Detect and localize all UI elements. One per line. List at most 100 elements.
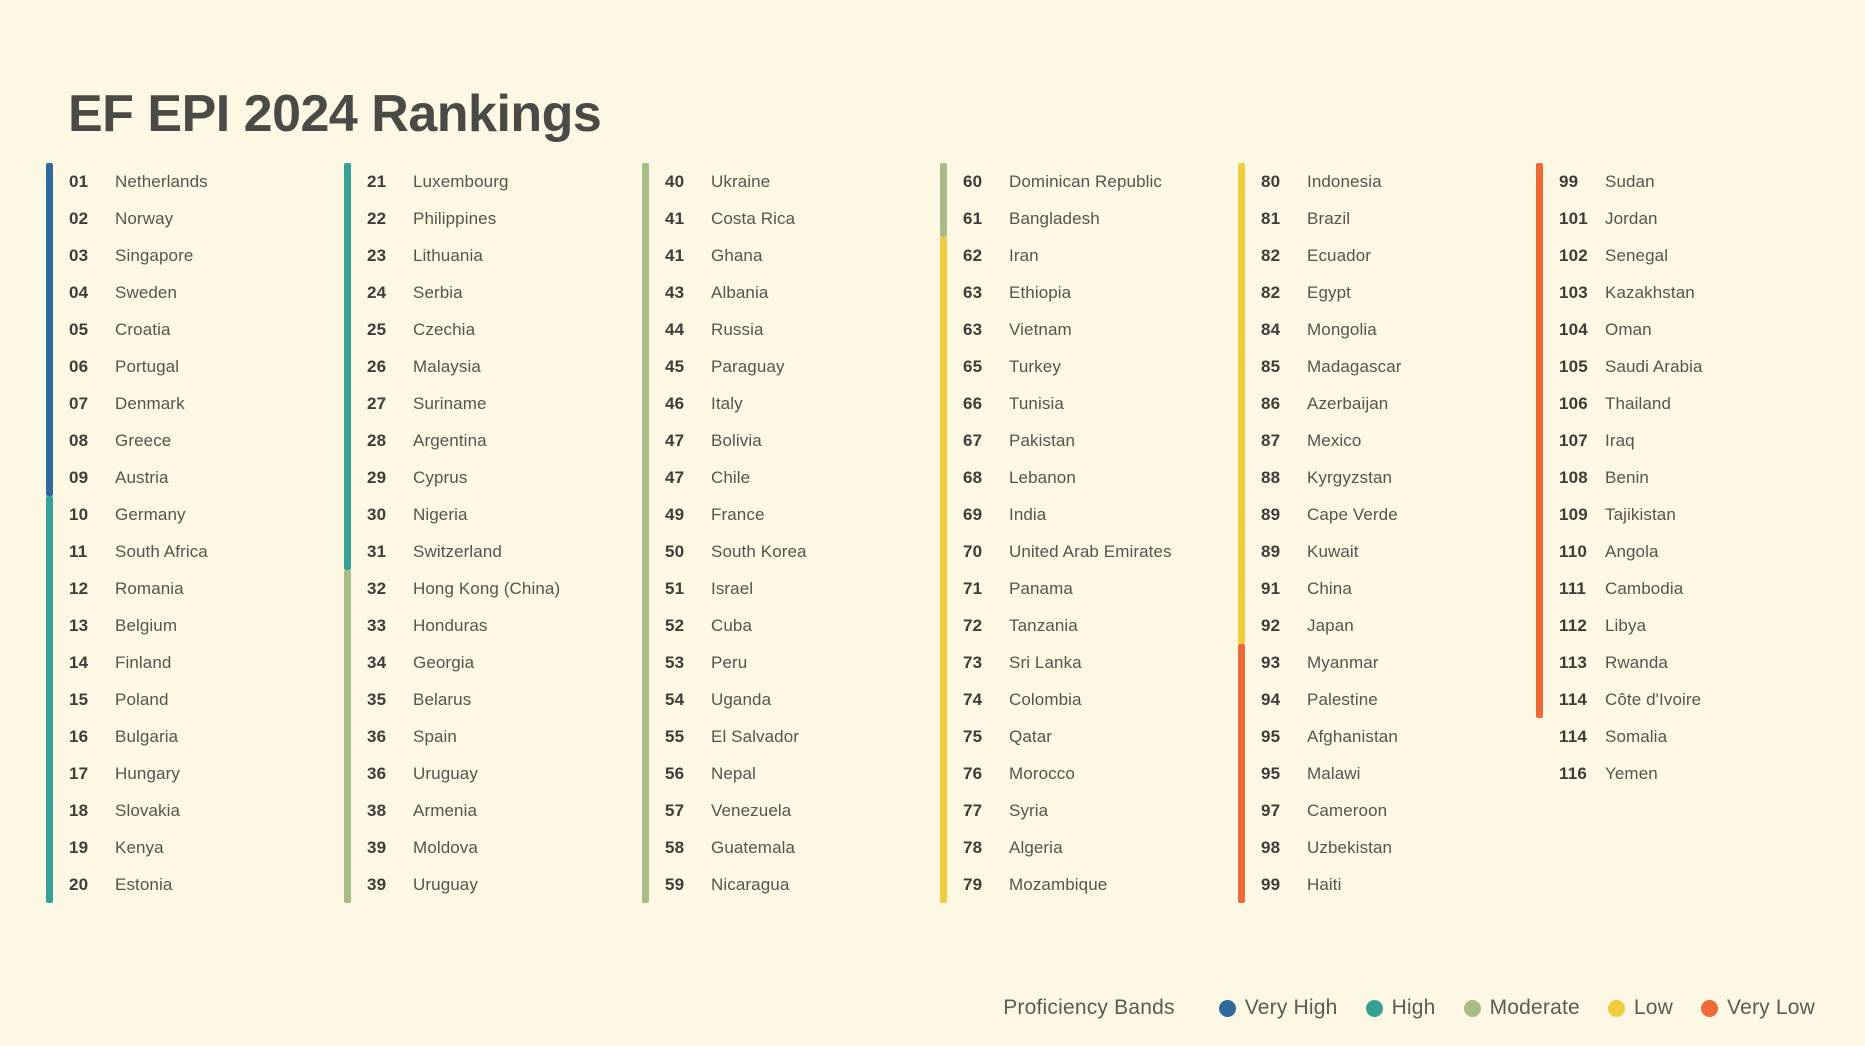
ranking-row[interactable]: 92 Japan (1261, 607, 1536, 644)
ranking-row[interactable]: 16 Bulgaria (69, 718, 344, 755)
ranking-row[interactable]: 33 Honduras (367, 607, 642, 644)
legend-item[interactable]: Moderate (1463, 996, 1580, 1020)
ranking-row[interactable]: 46 Italy (665, 385, 940, 422)
ranking-row[interactable]: 68 Lebanon (963, 459, 1238, 496)
ranking-row[interactable]: 36 Uruguay (367, 755, 642, 792)
ranking-row[interactable]: 47 Chile (665, 459, 940, 496)
ranking-row[interactable]: 95 Afghanistan (1261, 718, 1536, 755)
ranking-row[interactable]: 73 Sri Lanka (963, 644, 1238, 681)
legend-item[interactable]: High (1365, 996, 1436, 1020)
ranking-row[interactable]: 80 Indonesia (1261, 163, 1536, 200)
ranking-row[interactable]: 36 Spain (367, 718, 642, 755)
ranking-row[interactable]: 52 Cuba (665, 607, 940, 644)
ranking-row[interactable]: 18 Slovakia (69, 792, 344, 829)
ranking-row[interactable]: 104 Oman (1559, 311, 1834, 348)
ranking-row[interactable]: 99 Sudan (1559, 163, 1834, 200)
legend-item[interactable]: Low (1607, 996, 1673, 1020)
ranking-row[interactable]: 88 Kyrgyzstan (1261, 459, 1536, 496)
ranking-row[interactable]: 32 Hong Kong (China) (367, 570, 642, 607)
ranking-row[interactable]: 50 South Korea (665, 533, 940, 570)
ranking-row[interactable]: 94 Palestine (1261, 681, 1536, 718)
ranking-row[interactable]: 27 Suriname (367, 385, 642, 422)
ranking-row[interactable]: 66 Tunisia (963, 385, 1238, 422)
ranking-row[interactable]: 112 Libya (1559, 607, 1834, 644)
ranking-row[interactable]: 57 Venezuela (665, 792, 940, 829)
ranking-row[interactable]: 93 Myanmar (1261, 644, 1536, 681)
ranking-row[interactable]: 12 Romania (69, 570, 344, 607)
ranking-row[interactable]: 76 Morocco (963, 755, 1238, 792)
ranking-row[interactable]: 03 Singapore (69, 237, 344, 274)
ranking-row[interactable]: 113 Rwanda (1559, 644, 1834, 681)
ranking-row[interactable]: 78 Algeria (963, 829, 1238, 866)
ranking-row[interactable]: 71 Panama (963, 570, 1238, 607)
ranking-row[interactable]: 14 Finland (69, 644, 344, 681)
ranking-row[interactable]: 20 Estonia (69, 866, 344, 903)
ranking-row[interactable]: 45 Paraguay (665, 348, 940, 385)
ranking-row[interactable]: 103 Kazakhstan (1559, 274, 1834, 311)
ranking-row[interactable]: 102 Senegal (1559, 237, 1834, 274)
ranking-row[interactable]: 97 Cameroon (1261, 792, 1536, 829)
ranking-row[interactable]: 70 United Arab Emirates (963, 533, 1238, 570)
ranking-row[interactable]: 116 Yemen (1559, 755, 1834, 792)
ranking-row[interactable]: 85 Madagascar (1261, 348, 1536, 385)
ranking-row[interactable]: 09 Austria (69, 459, 344, 496)
ranking-row[interactable]: 114 Somalia (1559, 718, 1834, 755)
ranking-row[interactable]: 62 Iran (963, 237, 1238, 274)
ranking-row[interactable]: 67 Pakistan (963, 422, 1238, 459)
ranking-row[interactable]: 89 Kuwait (1261, 533, 1536, 570)
ranking-row[interactable]: 89 Cape Verde (1261, 496, 1536, 533)
ranking-row[interactable]: 29 Cyprus (367, 459, 642, 496)
ranking-row[interactable]: 86 Azerbaijan (1261, 385, 1536, 422)
ranking-row[interactable]: 81 Brazil (1261, 200, 1536, 237)
ranking-row[interactable]: 58 Guatemala (665, 829, 940, 866)
ranking-row[interactable]: 11 South Africa (69, 533, 344, 570)
ranking-row[interactable]: 114 Côte d'Ivoire (1559, 681, 1834, 718)
ranking-row[interactable]: 41 Costa Rica (665, 200, 940, 237)
ranking-row[interactable]: 06 Portugal (69, 348, 344, 385)
ranking-row[interactable]: 84 Mongolia (1261, 311, 1536, 348)
ranking-row[interactable]: 109 Tajikistan (1559, 496, 1834, 533)
ranking-row[interactable]: 106 Thailand (1559, 385, 1834, 422)
ranking-row[interactable]: 60 Dominican Republic (963, 163, 1238, 200)
ranking-row[interactable]: 24 Serbia (367, 274, 642, 311)
ranking-row[interactable]: 61 Bangladesh (963, 200, 1238, 237)
ranking-row[interactable]: 95 Malawi (1261, 755, 1536, 792)
ranking-row[interactable]: 72 Tanzania (963, 607, 1238, 644)
ranking-row[interactable]: 59 Nicaragua (665, 866, 940, 903)
ranking-row[interactable]: 15 Poland (69, 681, 344, 718)
ranking-row[interactable]: 39 Uruguay (367, 866, 642, 903)
legend-item[interactable]: Very Low (1701, 996, 1815, 1020)
ranking-row[interactable]: 105 Saudi Arabia (1559, 348, 1834, 385)
ranking-row[interactable]: 17 Hungary (69, 755, 344, 792)
ranking-row[interactable]: 21 Luxembourg (367, 163, 642, 200)
ranking-row[interactable]: 34 Georgia (367, 644, 642, 681)
ranking-row[interactable]: 79 Mozambique (963, 866, 1238, 903)
ranking-row[interactable]: 110 Angola (1559, 533, 1834, 570)
ranking-row[interactable]: 56 Nepal (665, 755, 940, 792)
ranking-row[interactable]: 25 Czechia (367, 311, 642, 348)
ranking-row[interactable]: 77 Syria (963, 792, 1238, 829)
ranking-row[interactable]: 01 Netherlands (69, 163, 344, 200)
ranking-row[interactable]: 44 Russia (665, 311, 940, 348)
ranking-row[interactable]: 47 Bolivia (665, 422, 940, 459)
ranking-row[interactable]: 108 Benin (1559, 459, 1834, 496)
ranking-row[interactable]: 63 Ethiopia (963, 274, 1238, 311)
ranking-row[interactable]: 55 El Salvador (665, 718, 940, 755)
ranking-row[interactable]: 07 Denmark (69, 385, 344, 422)
legend-item[interactable]: Very High (1218, 996, 1338, 1020)
ranking-row[interactable]: 30 Nigeria (367, 496, 642, 533)
ranking-row[interactable]: 69 India (963, 496, 1238, 533)
ranking-row[interactable]: 82 Egypt (1261, 274, 1536, 311)
ranking-row[interactable]: 13 Belgium (69, 607, 344, 644)
ranking-row[interactable]: 101 Jordan (1559, 200, 1834, 237)
ranking-row[interactable]: 35 Belarus (367, 681, 642, 718)
ranking-row[interactable]: 08 Greece (69, 422, 344, 459)
ranking-row[interactable]: 04 Sweden (69, 274, 344, 311)
ranking-row[interactable]: 02 Norway (69, 200, 344, 237)
ranking-row[interactable]: 63 Vietnam (963, 311, 1238, 348)
ranking-row[interactable]: 82 Ecuador (1261, 237, 1536, 274)
ranking-row[interactable]: 91 China (1261, 570, 1536, 607)
ranking-row[interactable]: 54 Uganda (665, 681, 940, 718)
ranking-row[interactable]: 38 Armenia (367, 792, 642, 829)
ranking-row[interactable]: 23 Lithuania (367, 237, 642, 274)
